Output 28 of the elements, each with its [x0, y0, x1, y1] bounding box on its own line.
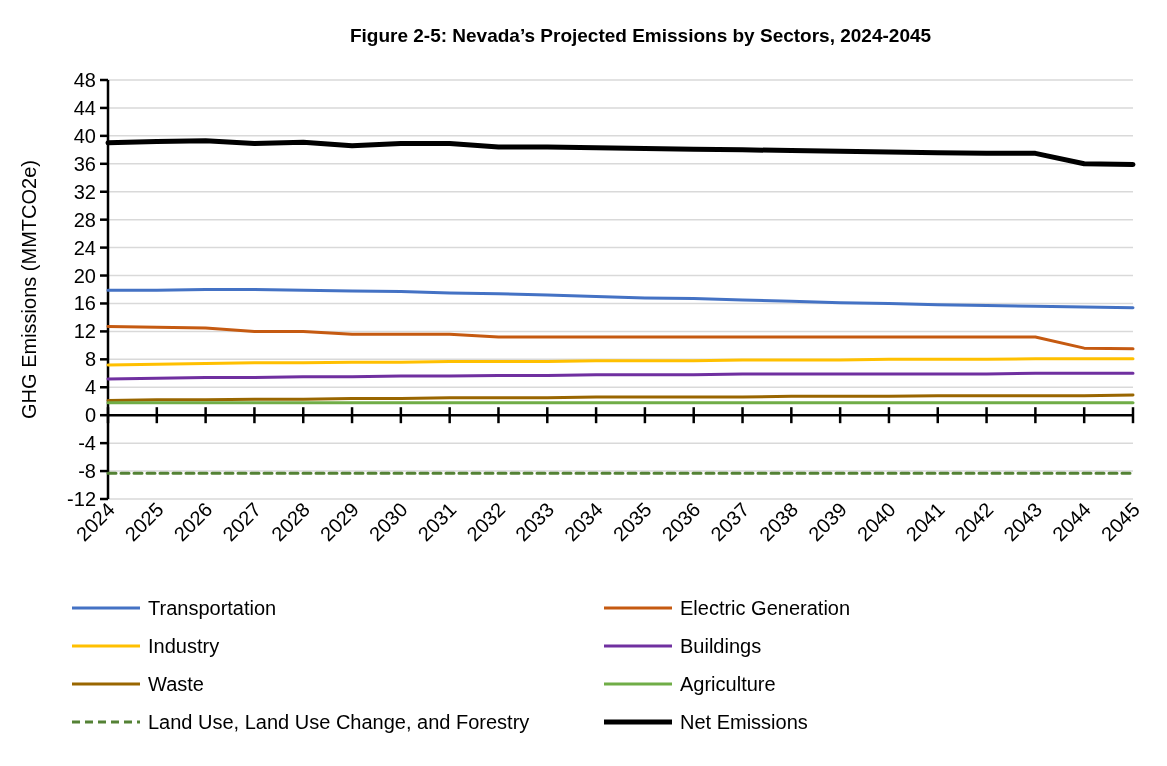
y-tick-label: 24	[73, 236, 96, 259]
y-tick-label: 44	[73, 96, 96, 119]
y-tick-label: 12	[73, 320, 96, 343]
y-tick-label: -4	[78, 432, 96, 455]
y-tick-label: 36	[73, 152, 96, 175]
y-tick-label: 28	[73, 208, 96, 231]
legend-label: Industry	[148, 635, 220, 657]
y-tick-label: 20	[73, 264, 96, 287]
y-tick-label: 40	[73, 124, 96, 147]
y-tick-label: 8	[84, 348, 96, 371]
y-tick-label: 4	[84, 376, 96, 399]
legend-label: Agriculture	[680, 673, 776, 695]
legend-label: Waste	[148, 673, 204, 695]
y-tick-label: 0	[84, 404, 96, 427]
y-tick-label: 32	[73, 180, 96, 203]
legend-label: Net Emissions	[680, 711, 808, 733]
y-tick-label: 48	[73, 69, 96, 91]
y-tick-label: 16	[73, 292, 96, 315]
chart-title: Figure 2-5: Nevada’s Projected Emissions by Sectors, 2024-2045	[349, 25, 932, 46]
line-series	[106, 357, 1135, 367]
legend-label: Transportation	[148, 597, 277, 619]
y-tick-label: -8	[78, 460, 96, 483]
legend-label: Buildings	[680, 635, 762, 657]
legend-label: Land Use, Land Use Change, and Forestry	[148, 711, 530, 733]
line-series	[106, 325, 1135, 351]
y-axis-title: GHG Emissions (MMTCO2e)	[18, 160, 40, 419]
line-series	[106, 288, 1135, 310]
legend-label: Electric Generation	[680, 597, 851, 619]
